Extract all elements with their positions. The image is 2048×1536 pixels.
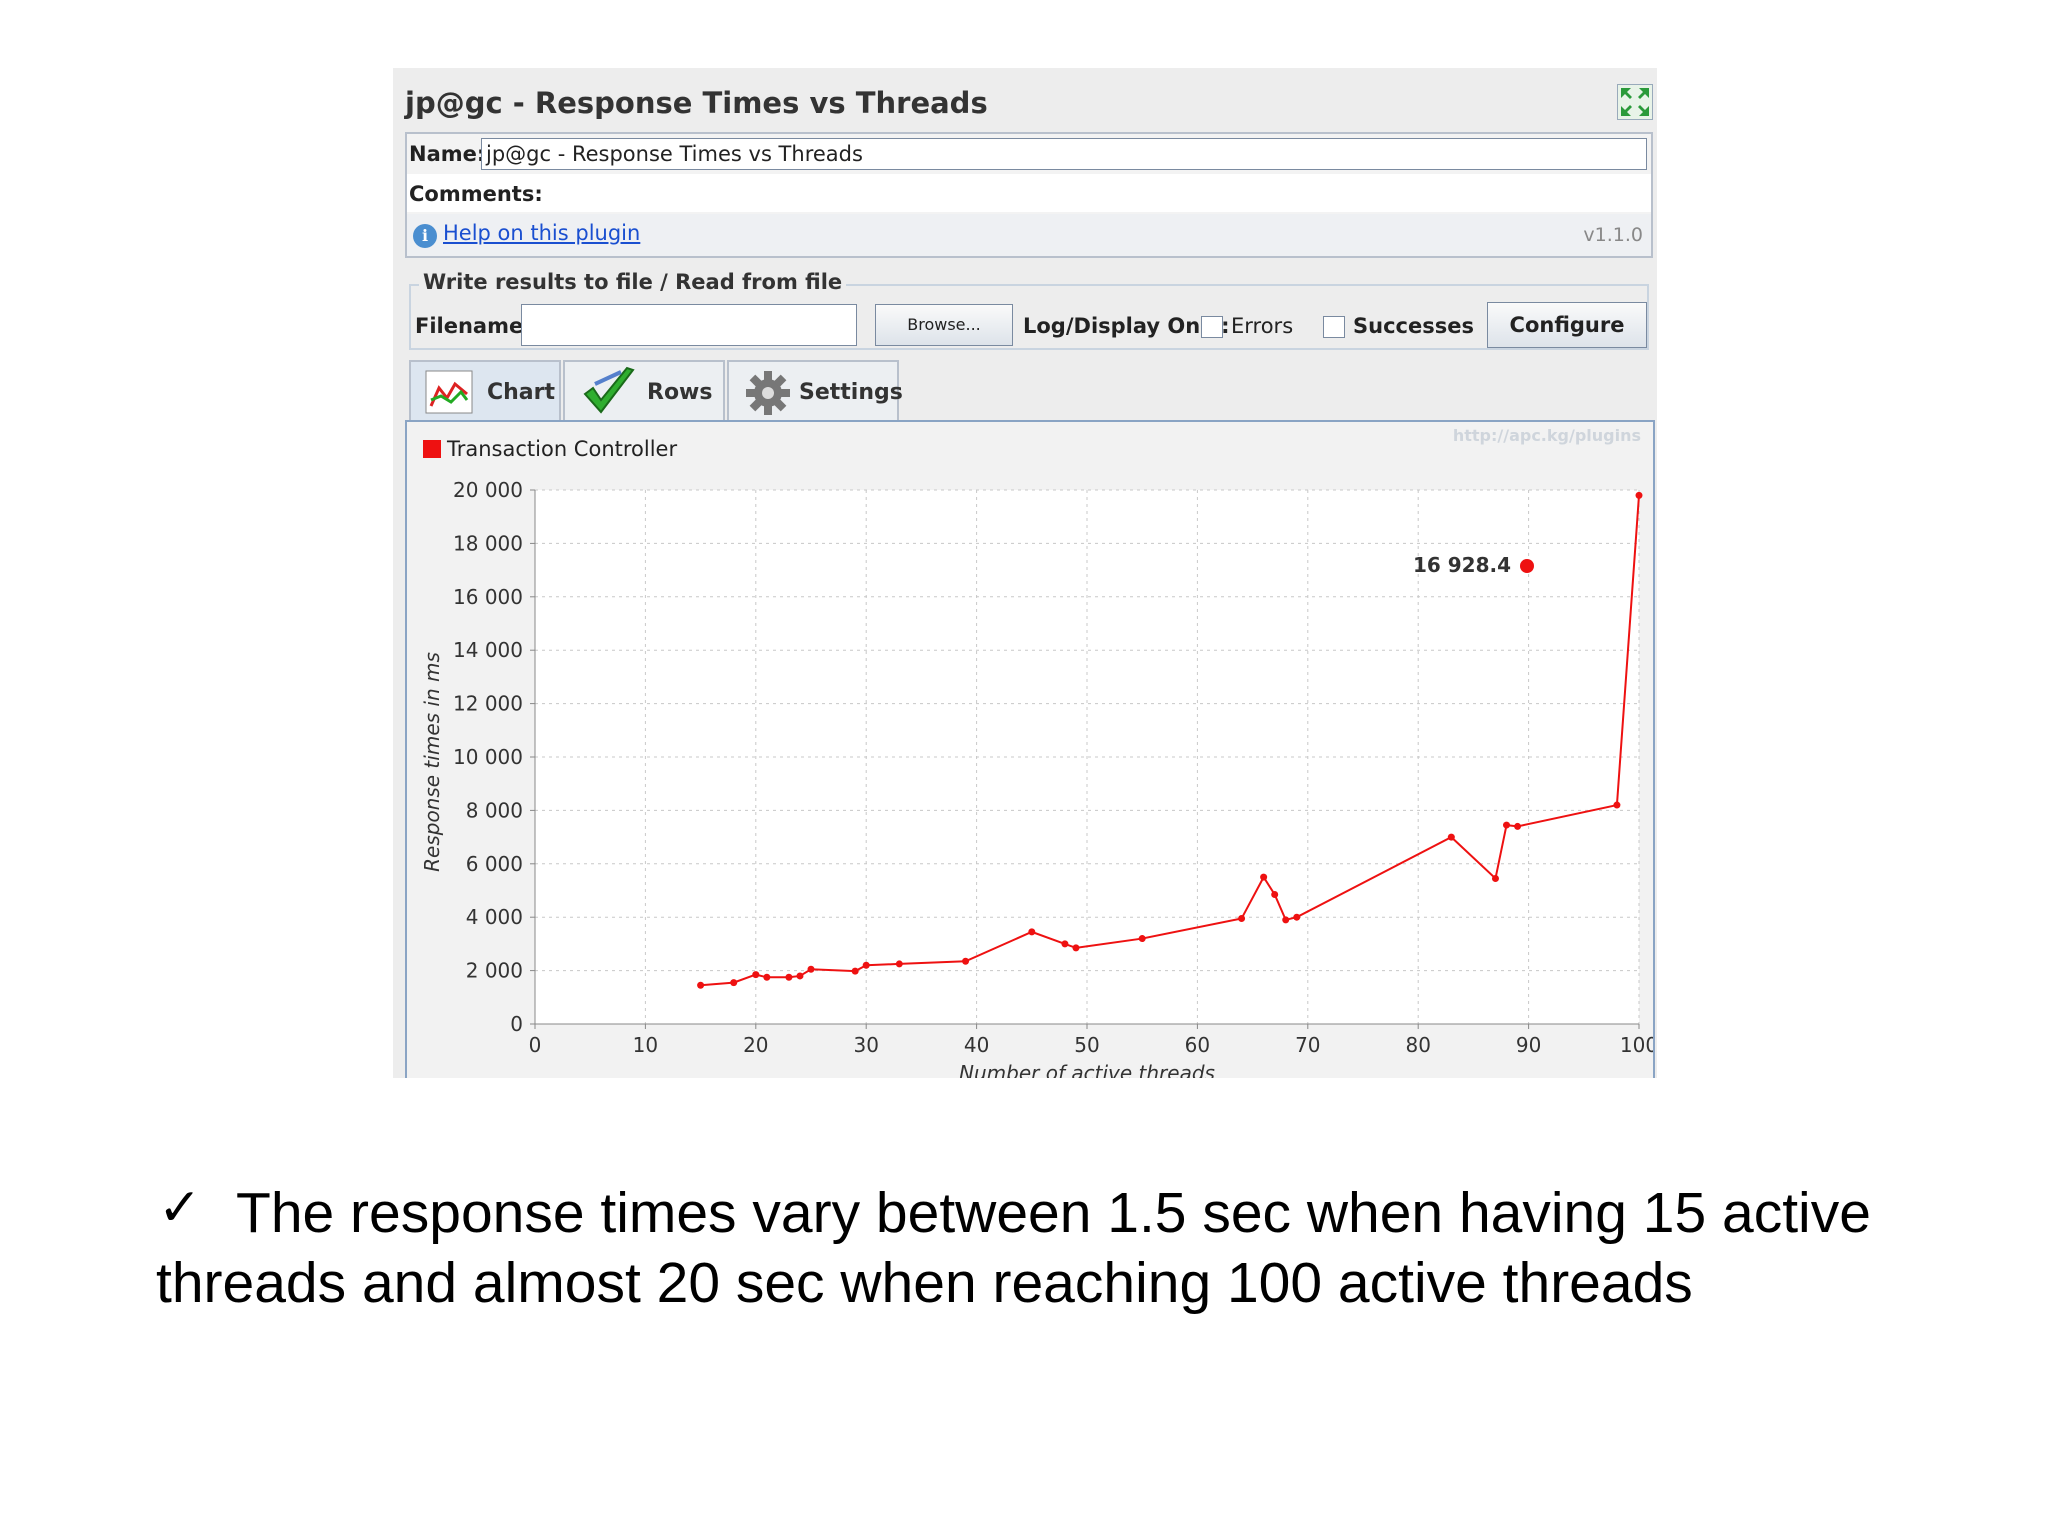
x-tick-label: 0 [529, 1033, 542, 1057]
data-point [862, 961, 870, 969]
watermark: http://apc.kg/plugins [1452, 426, 1641, 445]
data-point [1514, 822, 1522, 830]
response-time-chart: 0 10 20 30 40 50 60 70 80 90 100 0 2 000 4 000 6 000 8 … [420, 437, 1653, 1078]
y-tick-label: 4 000 [466, 905, 523, 929]
data-point [1503, 821, 1511, 829]
data-point [796, 972, 804, 980]
chart-icon [425, 370, 473, 418]
x-tick-label: 50 [1074, 1033, 1099, 1057]
errors-label: Errors [1231, 314, 1294, 338]
data-point [1282, 916, 1290, 924]
y-tick-label: 12 000 [453, 692, 523, 716]
data-point [1293, 913, 1301, 921]
x-tick-label: 90 [1516, 1033, 1541, 1057]
chart-area: http://apc.kg/plugins 0 10 20 30 40 50 60 70 80 9… [405, 420, 1655, 1078]
x-tick-label: 10 [633, 1033, 658, 1057]
legend-swatch [423, 440, 441, 458]
file-fieldset: Write results to file / Read from file F… [409, 270, 1649, 350]
data-point [763, 973, 771, 981]
x-tick-label: 100 [1620, 1033, 1653, 1057]
data-point [697, 981, 705, 989]
hover-marker [1520, 559, 1534, 573]
data-point [1072, 944, 1080, 952]
checkmark-bullet-icon: ✓ [158, 1178, 202, 1238]
expand-icon[interactable] [1617, 84, 1653, 120]
x-tick-label: 30 [853, 1033, 878, 1057]
y-tick-label: 6 000 [466, 852, 523, 876]
filename-input[interactable] [521, 304, 857, 346]
data-point [1447, 833, 1455, 841]
help-row: i Help on this plugin v1.1.0 [407, 214, 1651, 256]
window-title: jp@gc - Response Times vs Threads [405, 86, 988, 120]
data-point [1613, 801, 1621, 809]
tab-chart-label: Chart [487, 380, 556, 405]
file-legend: Write results to file / Read from file [419, 270, 847, 294]
tab-rows-label: Rows [647, 380, 713, 405]
data-point [807, 965, 815, 973]
filename-label: Filename [415, 314, 524, 338]
tab-settings-label: Settings [799, 380, 903, 405]
data-point [962, 957, 970, 965]
y-tick-label: 20 000 [453, 478, 523, 502]
gear-icon [745, 370, 791, 420]
name-comments-box: Name: jp@gc - Response Times vs Threads … [405, 132, 1653, 258]
x-tick-label: 40 [964, 1033, 989, 1057]
y-tick-label: 16 000 [453, 585, 523, 609]
browse-button[interactable]: Browse... [875, 304, 1013, 346]
data-point [1271, 891, 1279, 899]
plugin-panel: jp@gc - Response Times vs Threads Name: … [393, 68, 1657, 1078]
data-point [1138, 935, 1146, 943]
configure-button[interactable]: Configure [1487, 302, 1647, 348]
x-tick-label: 70 [1295, 1033, 1320, 1057]
data-point [1238, 915, 1246, 923]
data-point [752, 971, 760, 979]
bullet-text: The response times vary between 1.5 sec … [156, 1181, 1871, 1315]
y-tick-label: 18 000 [453, 531, 523, 555]
help-link[interactable]: Help on this plugin [443, 221, 641, 245]
data-point [851, 967, 859, 975]
info-icon: i [413, 224, 437, 248]
tab-settings[interactable]: Settings [727, 360, 903, 422]
version-label: v1.1.0 [1583, 224, 1643, 246]
y-tick-label: 14 000 [453, 638, 523, 662]
comments-field[interactable]: Comments: [407, 174, 1651, 212]
y-tick-label: 10 000 [453, 745, 523, 769]
checkmark-icon [581, 364, 637, 424]
x-tick-label: 20 [743, 1033, 768, 1057]
legend-label: Transaction Controller [446, 437, 677, 461]
data-point [785, 973, 793, 981]
tab-rows[interactable]: Rows [563, 360, 725, 422]
data-point [1061, 940, 1069, 948]
data-point [1491, 874, 1499, 882]
data-point [730, 979, 738, 987]
errors-checkbox[interactable] [1201, 316, 1223, 338]
data-point [1260, 873, 1268, 881]
data-point [895, 960, 903, 968]
data-point [1635, 491, 1643, 499]
tab-chart[interactable]: Chart [409, 360, 561, 422]
name-label: Name: [409, 142, 486, 166]
hover-value-label: 16 928.4 [1413, 553, 1511, 577]
data-point [1028, 928, 1036, 936]
y-tick-label: 0 [510, 1012, 523, 1036]
x-tick-label: 60 [1185, 1033, 1210, 1057]
y-tick-label: 2 000 [466, 959, 523, 983]
x-tick-label: 80 [1405, 1033, 1430, 1057]
name-field[interactable]: jp@gc - Response Times vs Threads [481, 138, 1647, 170]
y-axis-label: Response times in ms [420, 652, 444, 872]
x-axis-label: Number of active threads [959, 1061, 1215, 1078]
y-tick-label: 8 000 [466, 798, 523, 822]
successes-label: Successes [1353, 314, 1474, 338]
comments-label: Comments: [409, 182, 543, 206]
log-display-label: Log/Display Only: [1023, 314, 1230, 338]
successes-checkbox[interactable] [1323, 316, 1345, 338]
